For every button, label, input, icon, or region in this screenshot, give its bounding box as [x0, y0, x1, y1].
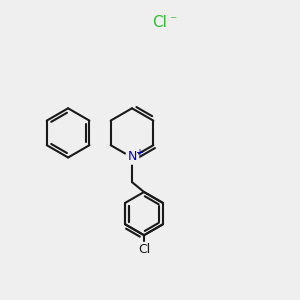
Text: ⁻: ⁻: [169, 14, 177, 28]
Text: Cl: Cl: [152, 15, 166, 30]
Text: +: +: [136, 148, 143, 158]
Circle shape: [125, 151, 139, 164]
Text: N: N: [127, 150, 137, 163]
Text: Cl: Cl: [138, 243, 150, 256]
Circle shape: [137, 242, 151, 257]
